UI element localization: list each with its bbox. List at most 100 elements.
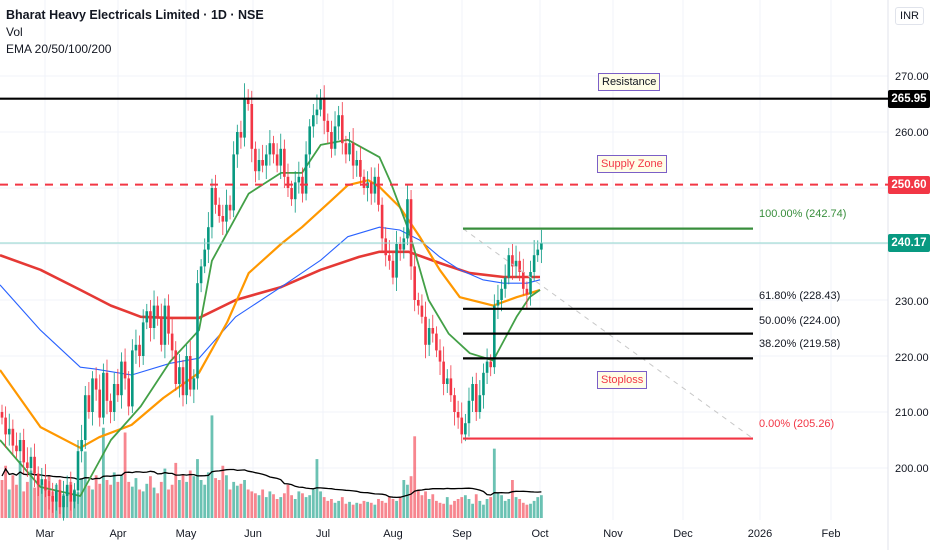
candle-body [337, 115, 340, 127]
x-tick: Mar [36, 528, 55, 540]
candle-body [445, 378, 449, 384]
volume-bar [525, 504, 529, 518]
volume-bar [4, 465, 8, 518]
volume-bar [319, 491, 322, 518]
volume-bar [355, 502, 359, 518]
volume-bar [257, 495, 261, 518]
price-axis[interactable]: 270.00 260.00 230.00 220.00 210.00 200.0… [895, 71, 929, 475]
candle-body [406, 199, 409, 239]
volume-bar [138, 489, 141, 518]
candle-body [315, 109, 319, 116]
candle-body [221, 216, 225, 222]
volume-bar [83, 451, 87, 518]
volume-bar [127, 481, 131, 518]
volume-bar [243, 480, 246, 518]
volume-bar [254, 493, 257, 518]
volume-bar [500, 495, 503, 518]
fib-label-382: 38.20% (219.58) [759, 338, 840, 350]
volume-bar [105, 480, 109, 518]
volume-bar [250, 491, 254, 518]
fib-label-100: 100.00% (242.74) [759, 208, 846, 220]
volume-bar [239, 483, 243, 518]
resistance-tag[interactable]: Resistance [598, 73, 661, 91]
candle-body [236, 132, 239, 155]
candle-body [427, 328, 431, 345]
candle-body [210, 188, 214, 228]
volume-indicator-label[interactable]: Vol [6, 25, 23, 39]
candle-body [33, 456, 36, 474]
volume-bar [322, 497, 326, 518]
volume-bar [366, 501, 370, 518]
time-axis[interactable]: Mar Apr May Jun Jul Aug Sep Oct Nov Dec … [36, 528, 841, 540]
candle-body [261, 160, 264, 166]
candle-body [94, 378, 98, 390]
volume-bar [228, 489, 232, 518]
candle-body [395, 244, 398, 278]
volume-bar [185, 481, 189, 518]
volume-bar [387, 497, 391, 518]
volume-bar [25, 481, 29, 518]
candle-body [69, 484, 73, 502]
currency-button[interactable]: INR [895, 7, 924, 25]
volume-bar [539, 495, 543, 518]
volume-bar [395, 500, 398, 518]
volume-bar [264, 497, 268, 518]
volume-bar [192, 476, 196, 518]
candle-body [109, 400, 112, 412]
volume-bar [391, 499, 395, 518]
volume-bar [460, 497, 464, 518]
ema-indicator-label[interactable]: EMA 20/50/100/200 [6, 42, 112, 56]
candle-body [431, 328, 435, 334]
candle-body [40, 479, 44, 485]
candle-body [243, 98, 246, 138]
volume-bar [94, 475, 98, 518]
candle-body [36, 473, 40, 485]
candle-body [413, 266, 416, 300]
stoploss-tag[interactable]: Stoploss [597, 371, 648, 389]
volume-bar [308, 495, 312, 518]
volume-bar [373, 504, 377, 518]
candle-body [152, 305, 156, 328]
candle-body [123, 361, 127, 379]
volume-bar [304, 497, 308, 518]
candle-body [409, 199, 413, 267]
symbol-title[interactable]: Bharat Heavy Electricals Limited · 1D · … [6, 8, 264, 22]
candle-body [449, 378, 453, 396]
candle-body [485, 361, 489, 373]
candle-body [4, 417, 7, 435]
volume-bar [532, 500, 536, 518]
volume-bar [159, 481, 163, 518]
volume-bar [478, 500, 482, 518]
candle-body [398, 244, 402, 250]
candle-body [532, 255, 536, 272]
candle-body [167, 305, 170, 334]
fib-label-50: 50.00% (224.00) [759, 315, 840, 327]
volume-bar [435, 500, 438, 518]
candle-body [51, 496, 54, 502]
candle-body [272, 143, 275, 155]
candle-body [286, 176, 290, 188]
volume-bar [471, 503, 474, 518]
volume-bar [311, 489, 315, 518]
candle-body [268, 143, 272, 155]
supply-zone-tag[interactable]: Supply Zone [597, 155, 667, 173]
candle-body [391, 260, 395, 278]
volume-bar [333, 502, 337, 518]
candle-body [348, 143, 351, 155]
y-tick: 260.00 [895, 127, 929, 139]
volume-bar [232, 481, 236, 518]
volume-bar [492, 448, 496, 518]
volume-bar [163, 468, 167, 518]
candle-body [297, 176, 301, 183]
volume-bar [214, 478, 217, 518]
candle-body [536, 249, 540, 256]
volume-bar [120, 475, 123, 518]
volume-bar [344, 503, 348, 518]
candle-body [58, 490, 62, 508]
candle-body [47, 490, 51, 496]
volume-bar [246, 489, 250, 518]
volume-bar [101, 427, 105, 518]
candle-body [402, 238, 406, 250]
volume-bar [406, 484, 409, 518]
